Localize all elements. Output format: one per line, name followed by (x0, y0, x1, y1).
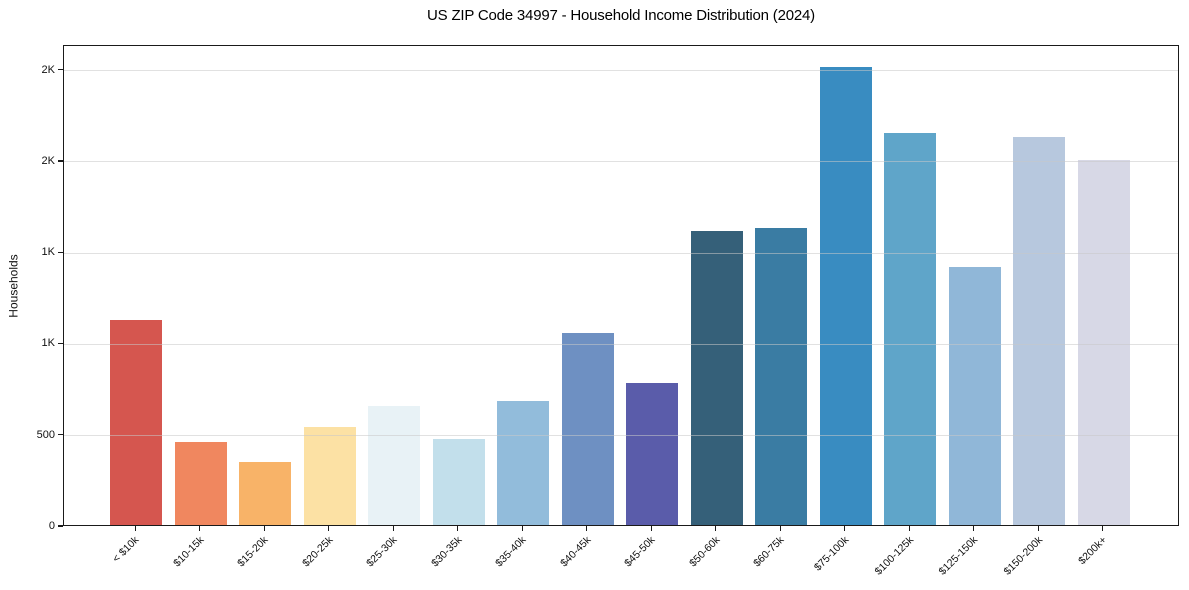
x-tick-label: $10-15k (170, 534, 207, 570)
x-tick-label: < $10k (110, 534, 142, 565)
bar-$25-30k (368, 406, 421, 525)
y-axis-label: Households (7, 253, 21, 318)
x-tick-label: $125-150k (936, 534, 981, 578)
x-tick-label: $25-30k (364, 534, 400, 570)
x-tick-mark (779, 526, 781, 531)
x-tick-mark (1102, 526, 1104, 531)
bar-$200k+ (1077, 159, 1130, 525)
y-tick-mark (58, 251, 63, 253)
x-tick-mark (1037, 526, 1039, 531)
x-tick-mark (650, 526, 652, 531)
x-tick-label: $100-125k (872, 534, 916, 578)
bar-< $10k (110, 319, 163, 525)
y-tick-mark (58, 342, 63, 345)
bar-$100-125k (884, 133, 937, 525)
bar-$10-15k (174, 441, 227, 525)
y-tick-mark (58, 525, 63, 527)
y-tick-mark (58, 69, 63, 71)
y-tick-label: 1K (41, 246, 55, 259)
y-tick-label: 1K (41, 337, 55, 350)
bar-$40-45k (561, 333, 614, 525)
x-tick-mark (521, 526, 523, 531)
x-tick-mark (199, 526, 201, 531)
x-tick-mark (908, 526, 910, 531)
x-tick-mark (844, 526, 846, 531)
x-tick-mark (457, 526, 459, 531)
bar-$20-25k (303, 427, 356, 525)
x-tick-mark (715, 526, 717, 531)
gridline (64, 70, 1178, 72)
x-tick-mark (134, 526, 136, 531)
y-tick-mark (58, 434, 63, 436)
bar-$150-200k (1013, 137, 1066, 525)
x-tick-label: $40-45k (557, 534, 594, 570)
bar-$15-20k (239, 462, 292, 525)
y-tick-label: 2K (41, 63, 55, 76)
x-tick-mark (586, 526, 588, 531)
y-tick-label: 2K (41, 154, 55, 167)
x-tick-mark (973, 526, 975, 531)
gridline (64, 161, 1178, 163)
y-tick-mark (58, 160, 63, 162)
bar-$30-35k (432, 439, 485, 525)
bar-$60-75k (755, 228, 808, 525)
bar-$75-100k (819, 66, 872, 525)
gridline (64, 343, 1178, 345)
y-tick-label: 0 (48, 520, 55, 532)
chart-title: US ZIP Code 34997 - Household Income Dis… (427, 7, 815, 24)
bar-$50-60k (690, 231, 743, 525)
x-tick-label: $60-75k (751, 534, 787, 570)
x-tick-label: $200k+ (1076, 534, 1110, 568)
x-tick-label: $20-25k (299, 534, 336, 570)
bar-$35-40k (497, 400, 550, 525)
x-tick-label: $50-60k (686, 534, 723, 570)
x-tick-label: $15-20k (235, 534, 271, 570)
gridline (64, 435, 1178, 437)
x-tick-label: $150-200k (1001, 534, 1045, 578)
x-tick-mark (328, 526, 330, 531)
x-tick-mark (392, 526, 394, 531)
x-tick-label: $45-50k (622, 534, 658, 570)
bar-$125-150k (948, 266, 1001, 525)
y-tick-label: 500 (36, 428, 55, 441)
gridline (64, 252, 1178, 254)
plot-area (63, 45, 1179, 526)
x-tick-mark (263, 526, 265, 531)
y-axis-label-box: Households (0, 45, 28, 526)
x-tick-label: $30-35k (428, 534, 465, 570)
x-tick-label: $75-100k (811, 534, 852, 574)
bar-$45-50k (626, 382, 679, 525)
x-tick-label: $35-40k (493, 534, 529, 570)
